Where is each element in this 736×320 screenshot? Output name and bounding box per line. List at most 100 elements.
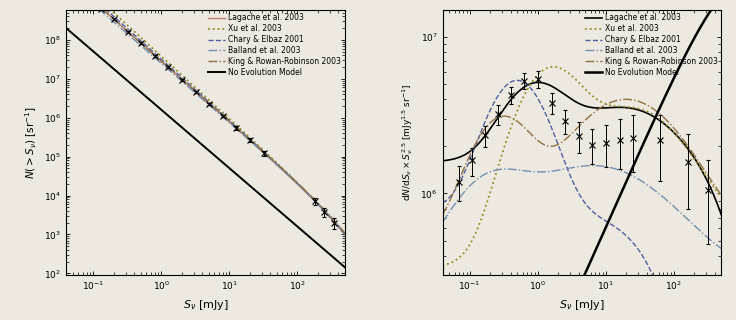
- Balland et al. 2003: [172, 75, 181, 78]
- Balland et al. 2003: [588, 164, 597, 167]
- Chary & Elbaz 2001: [96, 2, 105, 6]
- Line: Lagache et al. 2003: Lagache et al. 2003: [66, 0, 345, 235]
- Xu et al. 2003: [640, 108, 649, 112]
- Line: Chary & Elbaz 2001: Chary & Elbaz 2001: [442, 80, 721, 320]
- No Evolution Model: [237, 177, 246, 180]
- Line: Xu et al. 2003: Xu et al. 2003: [66, 0, 345, 235]
- Legend: Lagache et al. 2003, Xu et al. 2003, Chary & Elbaz 2001, Balland et al. 2003, Ki: Lagache et al. 2003, Xu et al. 2003, Cha…: [207, 12, 343, 78]
- No Evolution Model: [641, 138, 650, 142]
- Lagache et al. 2003: [96, 5, 105, 9]
- Chary & Elbaz 2001: [640, 257, 649, 261]
- King & Rowan-Robinson 2003: [622, 97, 631, 101]
- Line: Balland et al. 2003: Balland et al. 2003: [66, 0, 345, 234]
- X-axis label: $S_\nu$ [mJy]: $S_\nu$ [mJy]: [559, 298, 605, 312]
- Xu et al. 2003: [264, 154, 273, 157]
- Xu et al. 2003: [237, 128, 246, 132]
- Lagache et al. 2003: [549, 85, 558, 89]
- Line: Balland et al. 2003: Balland et al. 2003: [442, 165, 721, 249]
- Xu et al. 2003: [614, 104, 623, 108]
- Chary & Elbaz 2001: [513, 78, 522, 82]
- Balland et al. 2003: [263, 155, 272, 158]
- Xu et al. 2003: [472, 230, 481, 234]
- Y-axis label: $\mathrm{d}N/\mathrm{d}S_\nu \times S_\nu^{2.5}$ [mJy$^{1.5}$ sr$^{-1}$]: $\mathrm{d}N/\mathrm{d}S_\nu \times S_\n…: [400, 84, 415, 201]
- Chary & Elbaz 2001: [264, 155, 273, 158]
- No Evolution Model: [264, 200, 273, 204]
- King & Rowan-Robinson 2003: [263, 153, 272, 157]
- Line: Xu et al. 2003: Xu et al. 2003: [442, 67, 721, 266]
- No Evolution Model: [614, 198, 623, 202]
- Lagache et al. 2003: [640, 110, 649, 114]
- Xu et al. 2003: [341, 233, 350, 237]
- Lagache et al. 2003: [614, 105, 623, 109]
- King & Rowan-Robinson 2003: [529, 134, 538, 138]
- King & Rowan-Robinson 2003: [172, 72, 181, 76]
- No Evolution Model: [640, 141, 648, 145]
- Balland et al. 2003: [548, 169, 557, 173]
- Balland et al. 2003: [529, 170, 538, 174]
- Xu et al. 2003: [96, 0, 105, 2]
- King & Rowan-Robinson 2003: [264, 154, 273, 158]
- King & Rowan-Robinson 2003: [438, 213, 447, 217]
- Lagache et al. 2003: [438, 159, 447, 163]
- Chary & Elbaz 2001: [152, 53, 161, 57]
- King & Rowan-Robinson 2003: [548, 144, 557, 148]
- Line: King & Rowan-Robinson 2003: King & Rowan-Robinson 2003: [66, 0, 345, 233]
- Xu et al. 2003: [263, 152, 272, 156]
- Chary & Elbaz 2001: [549, 131, 558, 135]
- Chary & Elbaz 2001: [438, 201, 447, 205]
- Xu et al. 2003: [172, 68, 181, 72]
- No Evolution Model: [96, 55, 105, 59]
- Balland et al. 2003: [341, 232, 350, 236]
- Lagache et al. 2003: [263, 154, 272, 158]
- Line: No Evolution Model: No Evolution Model: [66, 28, 345, 268]
- Line: King & Rowan-Robinson 2003: King & Rowan-Robinson 2003: [442, 99, 721, 215]
- Lagache et al. 2003: [172, 73, 181, 77]
- Chary & Elbaz 2001: [263, 153, 272, 157]
- Lagache et al. 2003: [152, 56, 161, 60]
- Balland et al. 2003: [614, 168, 623, 172]
- Y-axis label: $N(>S_\nu)$ [sr$^{-1}$]: $N(>S_\nu)$ [sr$^{-1}$]: [23, 106, 38, 179]
- King & Rowan-Robinson 2003: [152, 55, 161, 59]
- Line: No Evolution Model: No Evolution Model: [442, 0, 721, 320]
- Lagache et al. 2003: [472, 144, 481, 148]
- Lagache et al. 2003: [341, 233, 350, 237]
- X-axis label: $S_\nu$ [mJy]: $S_\nu$ [mJy]: [183, 298, 228, 312]
- King & Rowan-Robinson 2003: [237, 130, 246, 134]
- King & Rowan-Robinson 2003: [341, 231, 350, 235]
- No Evolution Model: [152, 104, 161, 108]
- Legend: Lagache et al. 2003, Xu et al. 2003, Chary & Elbaz 2001, Balland et al. 2003, Ki: Lagache et al. 2003, Xu et al. 2003, Cha…: [583, 12, 719, 78]
- Balland et al. 2003: [438, 220, 447, 224]
- Balland et al. 2003: [237, 132, 246, 135]
- Chary & Elbaz 2001: [530, 91, 539, 94]
- Balland et al. 2003: [472, 178, 481, 182]
- King & Rowan-Robinson 2003: [96, 5, 105, 9]
- No Evolution Model: [341, 266, 350, 269]
- Line: Chary & Elbaz 2001: Chary & Elbaz 2001: [66, 0, 345, 235]
- Xu et al. 2003: [152, 51, 161, 54]
- Chary & Elbaz 2001: [341, 233, 350, 236]
- Xu et al. 2003: [641, 109, 650, 113]
- Balland et al. 2003: [717, 247, 726, 251]
- Lagache et al. 2003: [641, 111, 650, 115]
- King & Rowan-Robinson 2003: [641, 102, 650, 106]
- Balland et al. 2003: [264, 156, 273, 159]
- Line: Lagache et al. 2003: Lagache et al. 2003: [442, 83, 721, 215]
- Chary & Elbaz 2001: [472, 142, 481, 146]
- No Evolution Model: [263, 199, 272, 203]
- No Evolution Model: [62, 26, 71, 30]
- Balland et al. 2003: [96, 8, 105, 12]
- Chary & Elbaz 2001: [614, 228, 623, 231]
- Lagache et al. 2003: [237, 131, 246, 135]
- Balland et al. 2003: [640, 181, 649, 185]
- King & Rowan-Robinson 2003: [472, 141, 481, 145]
- Lagache et al. 2003: [529, 81, 538, 85]
- King & Rowan-Robinson 2003: [614, 98, 623, 102]
- Chary & Elbaz 2001: [237, 130, 246, 133]
- Balland et al. 2003: [152, 58, 161, 61]
- Xu et al. 2003: [529, 78, 538, 82]
- Xu et al. 2003: [717, 195, 726, 199]
- Lagache et al. 2003: [264, 156, 273, 159]
- Xu et al. 2003: [548, 65, 557, 69]
- Xu et al. 2003: [438, 264, 447, 268]
- Lagache et al. 2003: [534, 81, 542, 84]
